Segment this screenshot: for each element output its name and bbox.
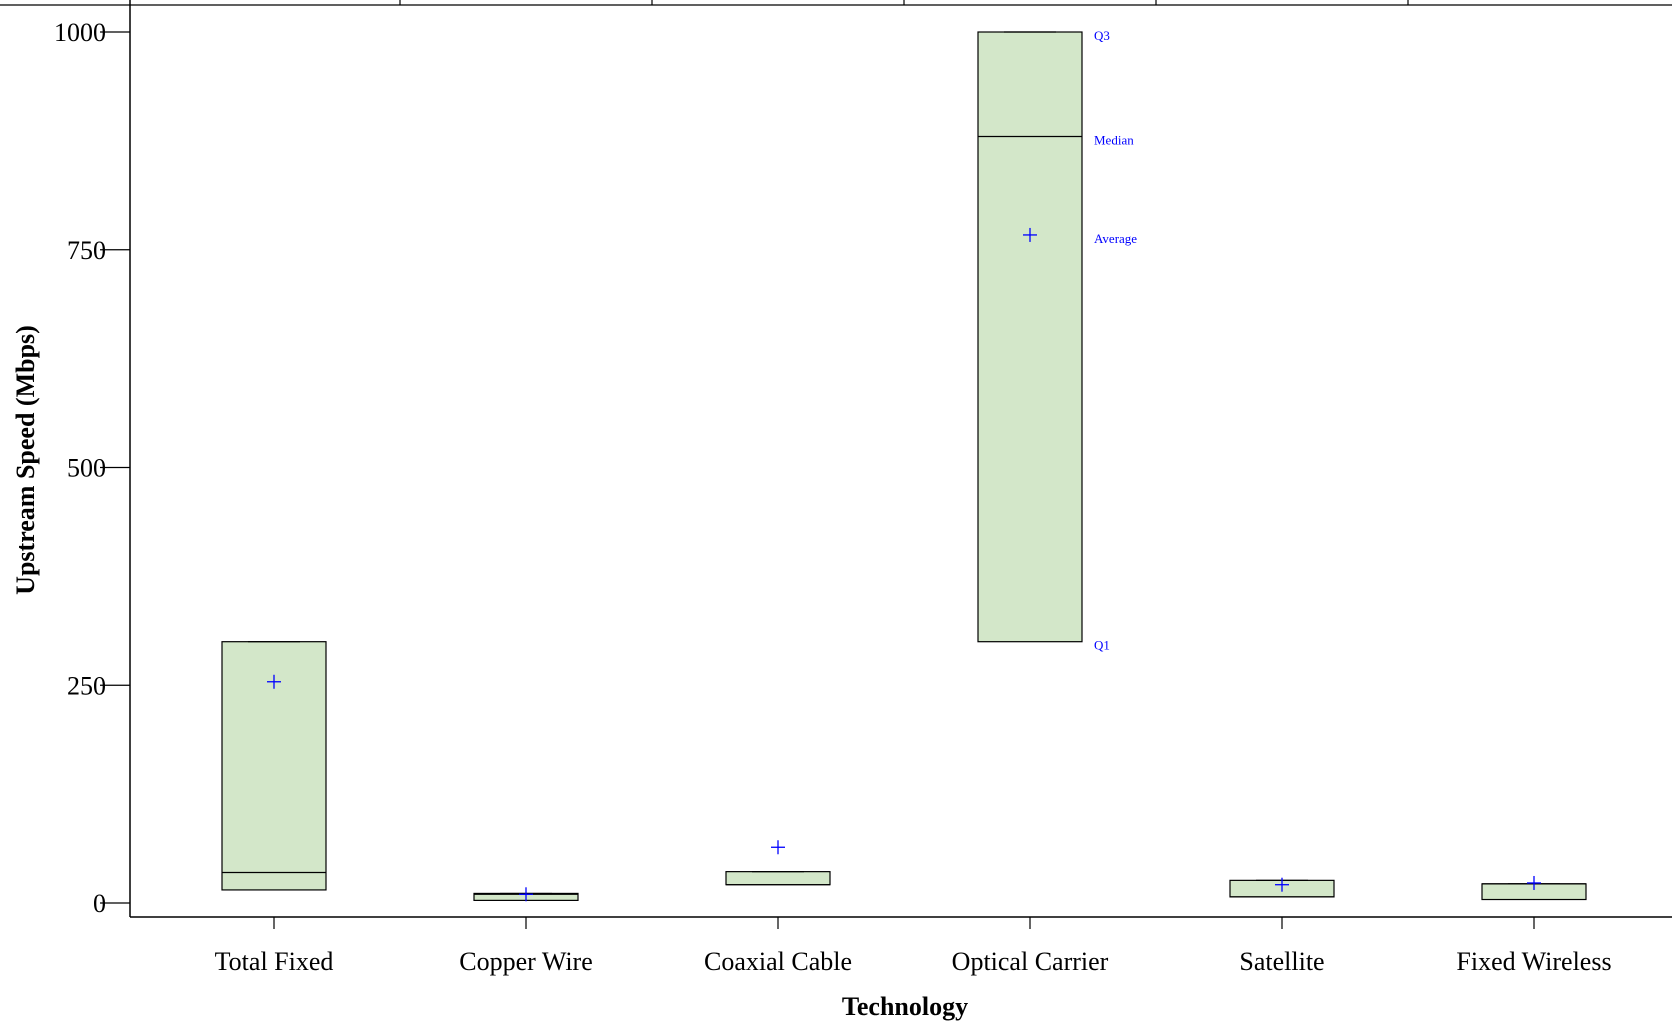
x-tick-label: Copper Wire bbox=[459, 947, 593, 976]
x-tick-label: Optical Carrier bbox=[952, 947, 1109, 976]
box-group bbox=[221, 641, 327, 891]
x-tick-label: Total Fixed bbox=[215, 947, 334, 976]
box-iqr bbox=[977, 31, 1083, 643]
annotation-q3: Q3 bbox=[1094, 28, 1110, 43]
top-frame bbox=[0, 0, 1672, 6]
x-axis: Total Fixed Copper Wire Coaxial Cable Optic… bbox=[130, 916, 1672, 976]
x-axis-title: Technology bbox=[842, 992, 968, 1021]
annotations: Q3 Median Average Q1 bbox=[1094, 28, 1137, 653]
box-group bbox=[977, 31, 1083, 643]
y-tick-label: 0 bbox=[93, 889, 106, 918]
box-group bbox=[1481, 875, 1587, 901]
boxes bbox=[221, 31, 1587, 902]
y-tick-label: 250 bbox=[67, 671, 106, 700]
x-tick-label: Fixed Wireless bbox=[1456, 947, 1611, 976]
annotation-mean: Average bbox=[1094, 231, 1137, 246]
y-tick-label: 750 bbox=[67, 236, 106, 265]
y-axis: 0 250 500 750 1000 bbox=[54, 0, 131, 918]
box-iqr bbox=[725, 871, 831, 886]
annotation-median: Median bbox=[1094, 133, 1134, 148]
y-axis-title: Upstream Speed (Mbps) bbox=[11, 325, 40, 595]
x-tick-label: Coaxial Cable bbox=[704, 947, 852, 976]
x-tick-label: Satellite bbox=[1239, 947, 1324, 976]
y-tick-label: 1000 bbox=[54, 18, 106, 47]
box-group bbox=[725, 840, 831, 886]
annotation-q1: Q1 bbox=[1094, 638, 1110, 653]
y-tick-label: 500 bbox=[67, 454, 106, 483]
box-group bbox=[473, 887, 579, 902]
box-group bbox=[1229, 877, 1335, 898]
